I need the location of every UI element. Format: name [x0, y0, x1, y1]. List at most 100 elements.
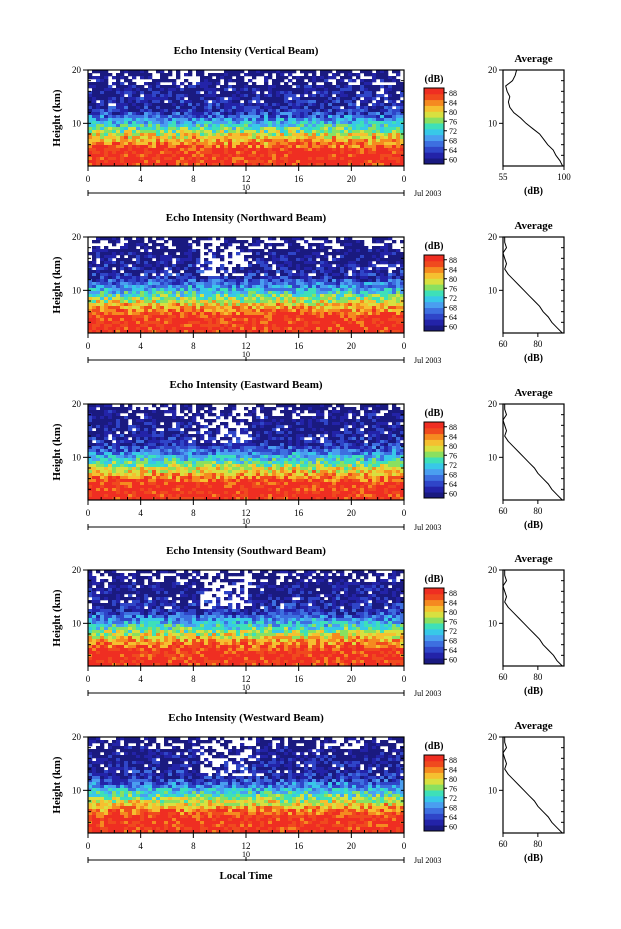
heatmap-cell	[196, 109, 201, 113]
heatmap-cell	[340, 139, 345, 143]
heatmap-cell	[348, 327, 353, 331]
heatmap-cell	[352, 300, 357, 304]
heatmap-cell	[364, 324, 369, 328]
heatmap-cell	[196, 273, 201, 277]
heatmap-cell	[292, 240, 297, 244]
heatmap-cell	[308, 154, 313, 158]
heatmap-cell	[208, 160, 213, 164]
heatmap-cell	[368, 130, 373, 134]
heatmap-cell	[224, 160, 229, 164]
heatmap-cell	[140, 240, 145, 244]
heatmap-cell	[356, 109, 361, 113]
heatmap-cell	[200, 312, 205, 316]
heatmap-cell	[136, 109, 141, 113]
heatmap-cell	[304, 404, 309, 408]
heatmap-cell	[152, 279, 157, 283]
colorbar-swatch	[424, 134, 444, 142]
average-frame	[502, 69, 565, 167]
heatmap-cell	[204, 309, 209, 313]
heatmap-cell	[360, 404, 365, 408]
heatmap-cell	[288, 142, 293, 146]
heatmap-cell	[248, 85, 253, 89]
heatmap-cell	[348, 139, 353, 143]
heatmap-cell	[212, 407, 217, 411]
heatmap-cell	[240, 103, 245, 107]
heatmap-cell	[124, 270, 129, 274]
heatmap-cell	[192, 327, 197, 331]
heatmap-cell	[196, 267, 201, 271]
heatmap-cell	[228, 312, 233, 316]
heatmap-cell	[156, 288, 161, 292]
heatmap-cell	[160, 324, 165, 328]
colorbar-tick-label: 64	[449, 313, 457, 322]
heatmap-cell	[184, 291, 189, 295]
heatmap-cell	[248, 142, 253, 146]
heatmap-cell	[296, 163, 301, 167]
heatmap-cell	[248, 261, 253, 265]
heatmap-cell	[104, 157, 109, 161]
heatmap-cell	[284, 91, 289, 95]
heatmap-cell	[184, 148, 189, 152]
heatmap-cell	[328, 294, 333, 298]
heatmap-cell	[296, 151, 301, 155]
heatmap-cell	[284, 315, 289, 319]
heatmap-cell	[136, 276, 141, 280]
heatmap-cell	[112, 327, 117, 331]
heatmap-cell	[116, 321, 121, 325]
heatmap-cell	[332, 133, 337, 137]
heatmap-cell	[104, 237, 109, 241]
heatmap-cell	[304, 103, 309, 107]
heatmap-cell	[280, 330, 285, 334]
heatmap-cell	[292, 243, 297, 247]
heatmap-cell	[160, 267, 165, 271]
heatmap-cell	[316, 151, 321, 155]
heatmap-cell	[240, 160, 245, 164]
date-label: Jul 2003	[414, 189, 441, 198]
heatmap-cell	[328, 315, 333, 319]
heatmap-cell	[244, 88, 249, 92]
heatmap-cell	[108, 163, 113, 167]
heatmap-cell	[344, 321, 349, 325]
heatmap-cell	[228, 300, 233, 304]
heatmap-cell	[124, 103, 129, 107]
heatmap-cell	[304, 85, 309, 89]
heatmap-cell	[232, 291, 237, 295]
heatmap-cell	[176, 142, 181, 146]
heatmap-cell	[276, 285, 281, 289]
heatmap-cell	[272, 97, 277, 101]
heatmap-cell	[372, 264, 377, 268]
heatmap-cell	[188, 324, 193, 328]
heatmap-cell	[268, 258, 273, 262]
heatmap-cell	[196, 124, 201, 128]
heatmap-cell	[284, 249, 289, 253]
heatmap-cell	[268, 130, 273, 134]
heatmap-cell	[108, 240, 113, 244]
heatmap-cell	[168, 321, 173, 325]
heatmap	[88, 237, 405, 334]
heatmap-cell	[324, 404, 329, 408]
heatmap-cell	[292, 306, 297, 310]
heatmap-cell	[296, 294, 301, 298]
heatmap-cell	[240, 291, 245, 295]
heatmap-cell	[304, 91, 309, 95]
heatmap-cell	[256, 145, 261, 149]
heatmap-cell	[396, 327, 401, 331]
heatmap-cell	[220, 142, 225, 146]
heatmap-cell	[364, 79, 369, 83]
heatmap-cell	[264, 285, 269, 289]
heatmap-cell	[316, 249, 321, 253]
heatmap-cell	[368, 321, 373, 325]
heatmap-cell	[300, 148, 305, 152]
heatmap-cell	[140, 154, 145, 158]
heatmap-cell	[132, 121, 137, 125]
heatmap-cell	[364, 118, 369, 122]
heatmap-cell	[268, 151, 273, 155]
heatmap-cell	[380, 327, 385, 331]
heatmap-cell	[336, 300, 341, 304]
heatmap-cell	[340, 252, 345, 256]
heatmap-cell	[260, 270, 265, 274]
heatmap-cell	[384, 258, 389, 262]
heatmap-cell	[304, 264, 309, 268]
heatmap-cell	[228, 404, 233, 408]
heatmap-cell	[148, 330, 153, 334]
